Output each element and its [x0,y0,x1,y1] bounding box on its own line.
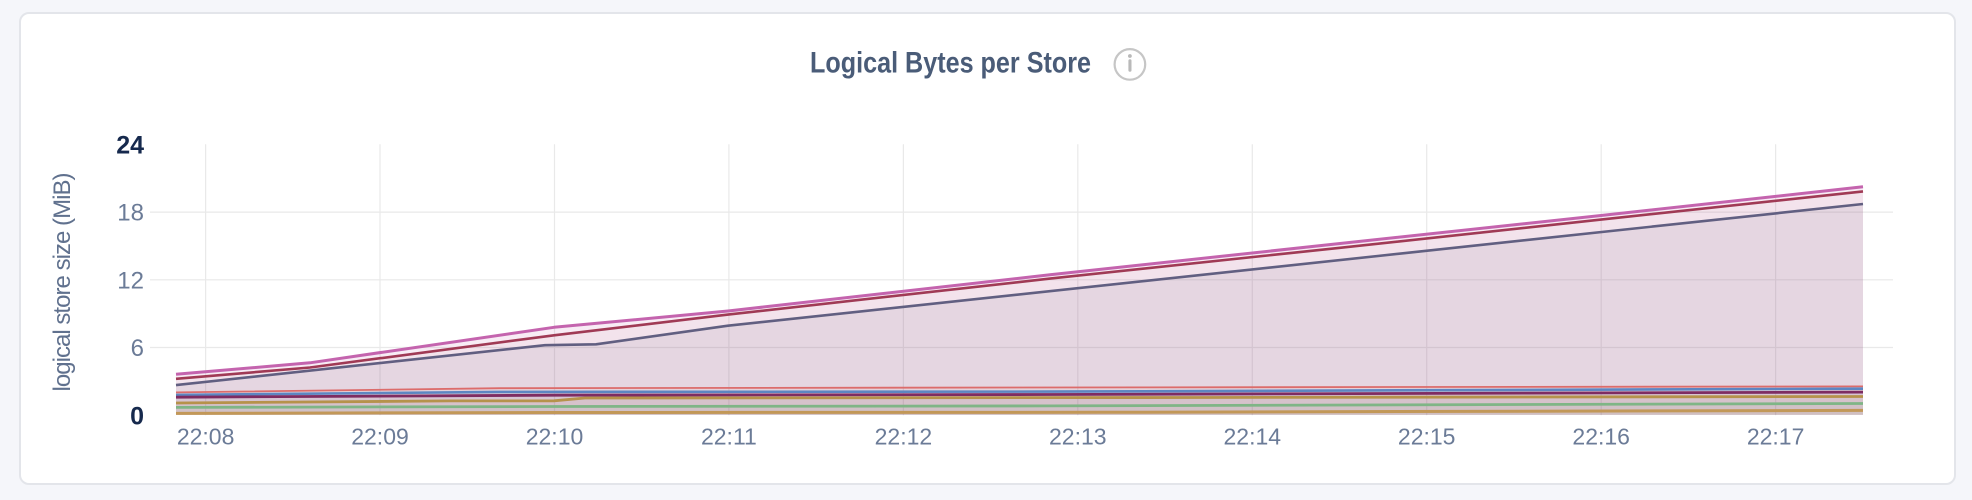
svg-text:22:15: 22:15 [1398,424,1456,450]
svg-text:22:13: 22:13 [1049,424,1107,450]
svg-text:12: 12 [117,267,144,294]
svg-text:22:14: 22:14 [1224,424,1282,450]
svg-text:22:12: 22:12 [875,424,933,450]
svg-text:22:16: 22:16 [1572,424,1630,450]
svg-text:22:09: 22:09 [351,424,409,450]
svg-text:22:08: 22:08 [177,424,235,450]
svg-text:24: 24 [116,131,144,159]
svg-text:0: 0 [130,402,144,430]
svg-text:22:11: 22:11 [701,424,757,450]
svg-text:logical store size (MiB): logical store size (MiB) [49,173,76,392]
svg-text:22:17: 22:17 [1747,424,1805,450]
svg-text:6: 6 [131,335,144,362]
svg-text:18: 18 [117,200,144,227]
svg-text:Logical Bytes per Store: Logical Bytes per Store [810,47,1091,80]
svg-text:22:10: 22:10 [526,424,584,450]
